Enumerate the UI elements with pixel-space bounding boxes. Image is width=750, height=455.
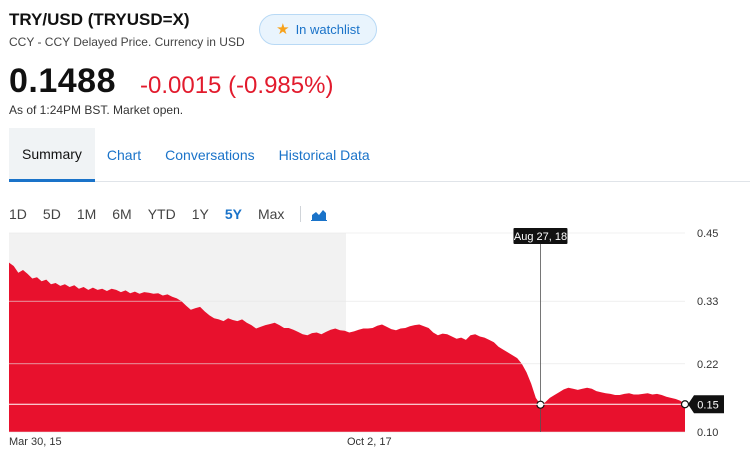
tab-historical-data[interactable]: Historical Data: [278, 146, 370, 163]
area-chart-icon[interactable]: [311, 207, 328, 221]
hover-date-box: [513, 228, 568, 244]
page-subtitle: CCY - CCY Delayed Price. Currency in USD: [9, 35, 245, 49]
quote-timestamp: As of 1:24PM BST. Market open.: [9, 103, 184, 117]
price-area: [9, 262, 685, 432]
y-tick-label: 0.10: [697, 427, 718, 439]
y-tick-label: 0.33: [697, 296, 718, 308]
y-tick-label: 0.22: [697, 359, 718, 371]
page-title: TRY/USD (TRYUSD=X): [9, 10, 190, 29]
y-tick-label: 0.45: [697, 228, 718, 240]
x-tick-label: Mar 30, 15: [9, 436, 62, 448]
range-max[interactable]: Max: [257, 206, 285, 222]
tab-summary[interactable]: Summary: [9, 128, 95, 182]
star-icon: ★: [276, 21, 290, 38]
watchlist-label: In watchlist: [295, 22, 360, 37]
hover-date-label: Aug 27, 18: [514, 231, 567, 243]
range-5d[interactable]: 5D: [42, 206, 61, 222]
quote-tabs: Summary Chart Conversations Historical D…: [9, 128, 750, 182]
current-value-label: 0.15: [697, 399, 718, 411]
quote-change: -0.0015 (-0.985%): [140, 72, 334, 99]
current-value-point: [680, 400, 690, 409]
range-1m[interactable]: 1M: [76, 206, 97, 222]
x-tick-label: Oct 2, 17: [347, 436, 392, 448]
tab-chart[interactable]: Chart: [106, 146, 142, 163]
range-ytd[interactable]: YTD: [147, 206, 176, 222]
price-chart[interactable]: 0.45 0.33 0.22 0.10 Mar 30, 15 Oct 2, 17 Aug 2…: [0, 228, 750, 455]
range-1d[interactable]: 1D: [9, 206, 27, 222]
tab-conversations[interactable]: Conversations: [165, 146, 255, 163]
current-value-badge: [688, 395, 724, 414]
range-5y[interactable]: 5Y: [224, 206, 242, 222]
quote-price: 0.1488: [9, 62, 116, 100]
range-1y[interactable]: 1Y: [191, 206, 209, 222]
range-selector: 1D 5D 1M 6M YTD 1Y 5Y Max: [9, 206, 328, 222]
range-6m[interactable]: 6M: [112, 206, 132, 222]
watchlist-button[interactable]: ★ In watchlist: [259, 14, 377, 45]
range-divider: [300, 206, 302, 222]
